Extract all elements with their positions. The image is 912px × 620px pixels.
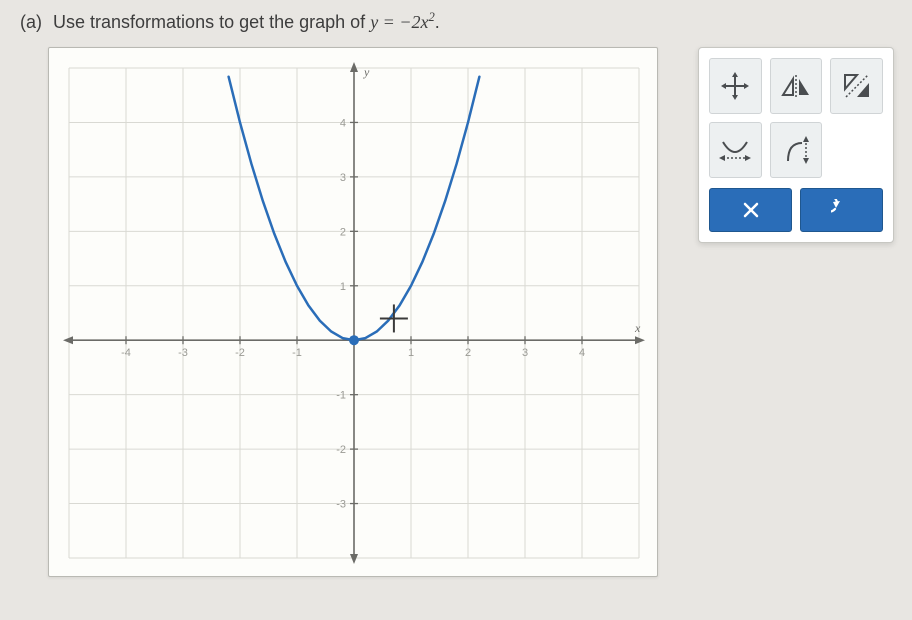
svg-text:y: y (363, 65, 370, 79)
svg-text:-2: -2 (336, 444, 346, 456)
tool-panel (698, 47, 894, 243)
equation: y = −2x2 (370, 12, 435, 32)
clear-button[interactable] (709, 188, 792, 232)
stretch-vertical-tool-button[interactable] (770, 122, 823, 178)
svg-text:-1: -1 (292, 347, 302, 359)
svg-text:1: 1 (340, 281, 346, 293)
svg-text:x: x (634, 321, 641, 335)
reflect-vertical-tool-button[interactable] (770, 58, 823, 114)
graph-canvas[interactable]: -4 -3 -2 -1 1 2 3 4 -3 -2 -1 1 2 3 4 y x (48, 47, 658, 577)
undo-button[interactable] (800, 188, 883, 232)
svg-text:2: 2 (340, 226, 346, 238)
stretch-horizontal-tool-button[interactable] (709, 122, 762, 178)
svg-text:2: 2 (465, 347, 471, 359)
question-text: (a) Use transformations to get the graph… (18, 10, 894, 33)
question-body: Use transformations to get the graph of (53, 12, 370, 32)
svg-text:3: 3 (340, 172, 346, 184)
reflect-diagonal-tool-button[interactable] (830, 58, 883, 114)
svg-text:-2: -2 (235, 347, 245, 359)
svg-text:-3: -3 (178, 347, 188, 359)
svg-text:4: 4 (340, 117, 346, 129)
svg-text:-4: -4 (121, 347, 131, 359)
svg-text:-1: -1 (336, 390, 346, 402)
svg-text:-3: -3 (336, 499, 346, 511)
svg-text:4: 4 (579, 347, 585, 359)
move-tool-button[interactable] (709, 58, 762, 114)
question-label: (a) (20, 12, 42, 32)
svg-text:1: 1 (408, 347, 414, 359)
svg-text:3: 3 (522, 347, 528, 359)
